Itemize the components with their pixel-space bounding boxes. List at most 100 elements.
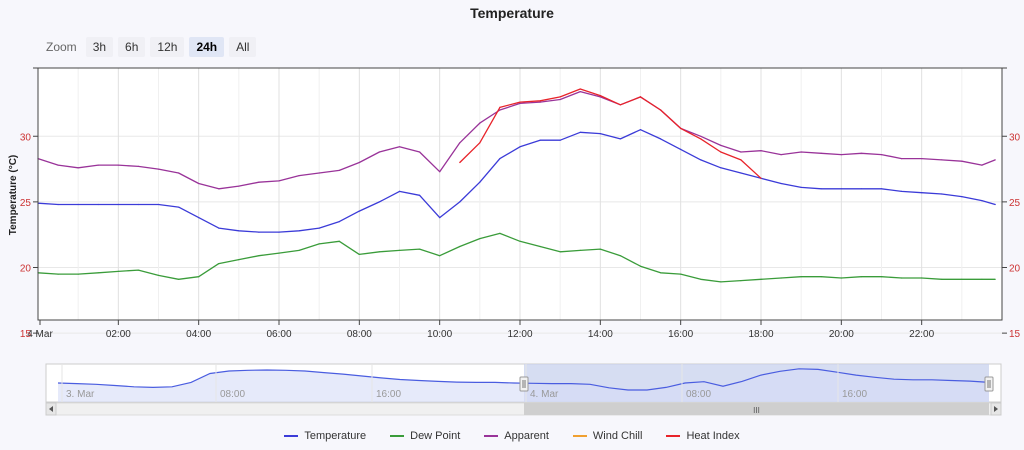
data-point: [358, 161, 360, 164]
data-point: [820, 152, 822, 154]
x-tick-label: 02:00: [106, 329, 131, 340]
data-point: [994, 159, 996, 161]
data-point: [218, 227, 220, 229]
series-layer: [37, 88, 996, 283]
data-point: [780, 277, 782, 279]
data-point: [459, 161, 461, 164]
data-point: [57, 203, 59, 206]
data-point: [539, 100, 541, 102]
data-point: [599, 248, 601, 250]
data-point: [760, 177, 762, 179]
legend-item[interactable]: Heat Index: [666, 430, 740, 442]
x-tick-label: 10:00: [427, 329, 452, 340]
legend-item[interactable]: Wind Chill: [572, 430, 643, 442]
data-point: [961, 196, 963, 198]
data-point: [559, 96, 561, 98]
zoom-all-button[interactable]: All: [229, 37, 257, 57]
zoom-bar: Zoom 3h 6h 12h 24h All: [46, 36, 257, 58]
data-point: [780, 182, 782, 185]
data-point: [981, 278, 983, 280]
data-point: [579, 88, 581, 90]
zoom-label: Zoom: [46, 40, 77, 54]
series-temperature: [37, 129, 996, 233]
navigator-handle-left[interactable]: [519, 376, 529, 392]
data-point: [258, 181, 260, 183]
chevron-right-icon: [994, 406, 998, 412]
legend-label: Dew Point: [410, 430, 461, 442]
series-heat-index: [459, 88, 762, 179]
legend-label: Apparent: [504, 430, 549, 442]
data-point: [700, 159, 702, 161]
data-point: [720, 151, 722, 153]
data-point: [599, 95, 601, 97]
data-point: [800, 186, 802, 188]
zoom-6h-button[interactable]: 6h: [118, 37, 146, 57]
data-point: [77, 203, 79, 206]
data-point: [97, 164, 99, 166]
scrollbar-grip: III: [753, 406, 760, 415]
legend-label: Wind Chill: [592, 430, 643, 442]
data-point: [117, 270, 119, 272]
data-point: [961, 278, 963, 280]
data-point: [338, 221, 340, 223]
data-point: [519, 102, 521, 104]
data-point: [479, 122, 481, 124]
data-point: [439, 255, 441, 257]
data-point: [499, 232, 501, 234]
data-point: [901, 158, 903, 160]
data-point: [880, 154, 883, 156]
data-point: [700, 135, 702, 137]
data-point: [880, 188, 883, 190]
data-point: [419, 194, 421, 196]
data-point: [994, 278, 996, 280]
data-point: [539, 139, 541, 141]
navigator-label: 16:00: [376, 389, 401, 400]
data-point: [198, 182, 200, 185]
data-point: [398, 190, 401, 192]
data-point: [57, 164, 59, 166]
data-point: [439, 171, 441, 173]
data-point: [157, 274, 160, 276]
data-point: [619, 255, 622, 257]
data-point: [198, 217, 200, 219]
zoom-12h-button[interactable]: 12h: [150, 37, 185, 57]
x-tick-label: 18:00: [748, 329, 773, 340]
data-point: [358, 210, 360, 212]
legend-item[interactable]: Dew Point: [390, 430, 460, 442]
legend-item[interactable]: Apparent: [484, 430, 549, 442]
data-point: [680, 273, 682, 275]
data-point: [981, 164, 983, 166]
data-point: [298, 230, 300, 232]
data-point: [298, 249, 300, 251]
data-point: [680, 148, 682, 150]
data-point: [660, 138, 662, 140]
data-point: [599, 133, 601, 135]
data-point: [599, 96, 601, 98]
data-point: [459, 201, 461, 203]
data-point: [639, 129, 642, 131]
zoom-3h-button[interactable]: 3h: [85, 37, 114, 57]
scrollbar-thumb[interactable]: [524, 403, 989, 415]
data-point: [700, 278, 702, 280]
y-tick-label: 20: [20, 264, 32, 275]
zoom-24h-button[interactable]: 24h: [189, 37, 225, 57]
data-point: [117, 164, 119, 166]
navigator[interactable]: 3. Mar 08:00 16:00 4. Mar 08:00 16:00 III: [45, 363, 1002, 416]
legend: Temperature Dew Point Apparent Wind Chill He…: [0, 430, 1024, 442]
navigator-handle-right[interactable]: [984, 376, 994, 392]
x-tick-label: 06:00: [266, 329, 291, 340]
data-point: [860, 276, 863, 278]
data-point: [398, 146, 401, 148]
data-point: [278, 252, 280, 254]
data-point: [941, 159, 943, 161]
data-point: [539, 101, 541, 103]
series-line[interactable]: [459, 88, 762, 179]
legend-item[interactable]: Temperature: [284, 430, 366, 442]
series-dew-point: [37, 232, 996, 283]
legend-swatch: [666, 435, 681, 437]
data-point: [178, 278, 180, 280]
data-point: [820, 276, 822, 278]
data-point: [198, 276, 200, 278]
data-point: [238, 230, 240, 232]
data-point: [901, 277, 903, 279]
